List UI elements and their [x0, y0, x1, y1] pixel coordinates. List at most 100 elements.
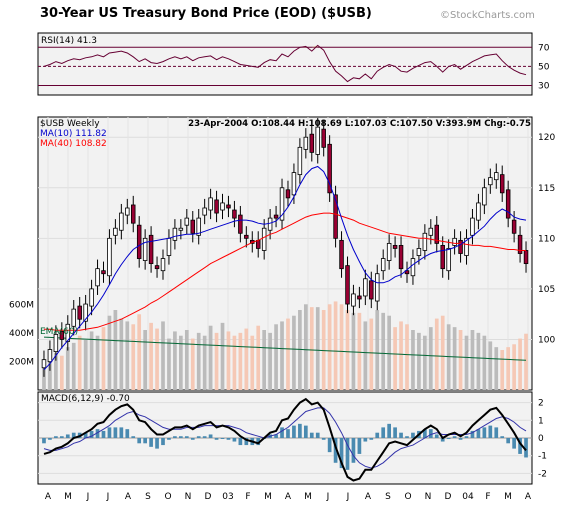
rsi-label: RSI(14) 41.3	[41, 36, 97, 46]
rsi-tick-label: 70	[538, 43, 550, 53]
candle-body	[142, 237, 148, 261]
macd-histogram-bar	[95, 429, 100, 438]
volume-bar	[65, 347, 70, 390]
candle-body	[488, 177, 493, 186]
volume-bar	[309, 307, 314, 390]
macd-tick-label: 0	[538, 434, 544, 444]
volume-tick-label: 600M	[9, 300, 34, 310]
candle-body	[136, 224, 142, 259]
volume-bar	[214, 332, 219, 390]
volume-bar	[387, 315, 391, 390]
candle-body	[440, 245, 445, 270]
volume-bar	[137, 314, 142, 390]
macd-histogram-bar	[292, 425, 296, 438]
macd-histogram-bar	[298, 423, 302, 438]
macd-line	[43, 397, 527, 482]
macd-histogram-bar	[256, 438, 261, 446]
candle-body	[172, 227, 178, 241]
volume-bar	[411, 330, 415, 390]
volume-bar	[339, 304, 344, 390]
chart-title: 30-Year US Treasury Bond Price (EOD) ($U…	[40, 6, 372, 21]
candle-body	[285, 189, 291, 199]
volume-bar	[286, 318, 290, 390]
macd-histogram-bar	[411, 432, 415, 438]
volume-bar	[327, 304, 332, 390]
candle-body	[476, 202, 481, 221]
volume-bar	[524, 333, 528, 390]
macd-histogram-bar	[524, 438, 528, 458]
volume-bar	[256, 325, 261, 390]
ema-label: EMA(60)	[40, 327, 78, 337]
volume-bar	[423, 335, 427, 390]
volume-bar	[375, 310, 380, 390]
candle-body	[232, 209, 237, 219]
x-tick-label: O	[164, 492, 171, 502]
candle-body	[505, 189, 511, 219]
x-tick-label: A	[45, 492, 52, 502]
volume-bar	[161, 321, 165, 390]
macd-histogram-bar	[434, 434, 439, 438]
volume-bar	[77, 335, 82, 390]
macd-histogram-bar	[202, 436, 207, 438]
price-tick-label: 120	[538, 133, 555, 143]
candle-body	[369, 280, 374, 300]
macd-histogram-bar	[333, 438, 338, 463]
x-tick-label: M	[504, 492, 512, 502]
volume-bar	[220, 322, 225, 390]
macd-label: MACD(6,12,9) -0.70	[41, 394, 130, 404]
macd-histogram-bar	[179, 436, 183, 438]
candle-body	[166, 237, 172, 256]
candle-body	[434, 224, 440, 244]
volume-bar	[518, 338, 522, 390]
macd-histogram-bar	[190, 438, 195, 440]
candle-body	[339, 239, 344, 270]
series-label: $USB Weekly	[40, 119, 100, 129]
candle-body	[125, 207, 130, 216]
volume-bar	[292, 315, 296, 390]
candle-body	[410, 258, 416, 277]
x-tick-label: D	[445, 492, 452, 502]
macd-histogram-bar	[482, 427, 487, 438]
macd-histogram-bar	[226, 438, 231, 440]
candle-body	[238, 214, 243, 234]
macd-histogram-bar	[470, 430, 475, 438]
candle-body	[202, 207, 207, 216]
ma10-label: MA(10) 111.82	[40, 129, 107, 139]
candle-body	[273, 214, 279, 219]
macd-histogram-bar	[89, 430, 94, 438]
candle-body	[452, 237, 457, 246]
macd-histogram-bar	[83, 432, 88, 438]
x-tick-label: S	[145, 492, 151, 502]
stockcharts-watermark: ©StockCharts.com	[440, 10, 535, 21]
candle-body	[511, 219, 517, 234]
macd-histogram-bar	[405, 436, 409, 438]
x-tick-label: J	[86, 492, 90, 502]
volume-bar	[59, 355, 64, 390]
macd-histogram-bar	[494, 427, 499, 438]
volume-bar	[393, 327, 397, 390]
candle-body	[119, 212, 124, 231]
x-tick-label: N	[185, 492, 192, 502]
macd-histogram-bar	[125, 429, 130, 438]
macd-histogram-bar	[107, 427, 112, 438]
macd-histogram-bar	[286, 429, 290, 438]
volume-bar	[149, 322, 153, 390]
macd-histogram-bar	[184, 436, 189, 438]
volume-bar	[315, 307, 320, 390]
volume-bar	[321, 310, 326, 390]
candle-body	[517, 234, 523, 254]
volume-bar	[196, 332, 201, 390]
candle-body	[208, 197, 213, 211]
candle-body	[357, 295, 362, 300]
candle-body	[470, 217, 475, 236]
macd-histogram-bar	[506, 438, 511, 444]
volume-bar	[357, 312, 362, 390]
volume-bar	[250, 335, 255, 390]
volume-bar	[262, 330, 267, 390]
volume-bar	[125, 321, 130, 390]
macd-histogram-bar	[339, 438, 344, 469]
volume-bar	[512, 344, 516, 390]
candle-body	[154, 265, 160, 270]
macd-histogram-bar	[208, 434, 213, 438]
macd-histogram-bar	[238, 438, 243, 446]
